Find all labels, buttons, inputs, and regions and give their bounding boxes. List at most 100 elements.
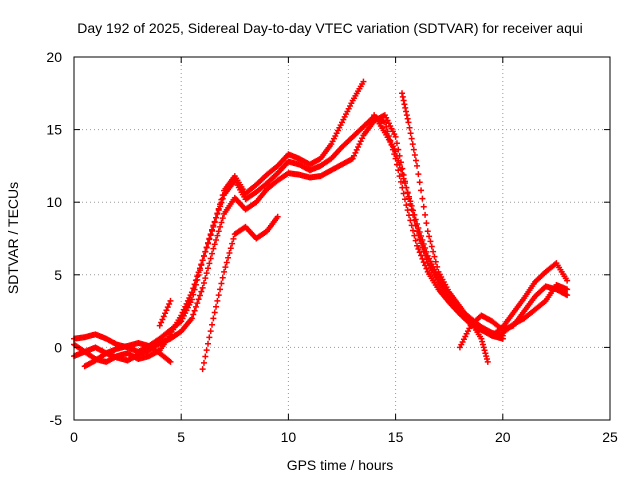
data-point-interp — [407, 198, 414, 205]
data-point — [156, 322, 163, 329]
data-point-interp — [396, 161, 403, 168]
data-point-interp — [207, 328, 214, 335]
data-point-interp — [211, 241, 218, 248]
y-tick-label: -5 — [50, 412, 63, 428]
data-point — [403, 184, 410, 191]
data-point-interp — [415, 171, 422, 178]
data-point-interp — [401, 101, 408, 108]
data-point-interp — [214, 297, 221, 304]
data-point-interp — [194, 300, 201, 307]
data-point-interp — [399, 93, 406, 100]
data-point-interp — [206, 236, 213, 243]
data-point — [414, 220, 421, 227]
data-point-interp — [416, 228, 423, 235]
data-point-interp — [195, 296, 202, 303]
data-point — [399, 90, 406, 97]
data-point-interp — [214, 232, 221, 239]
data-point-interp — [230, 235, 237, 242]
data-point-interp — [401, 180, 408, 187]
data-point-interp — [200, 359, 207, 366]
data-point-interp — [415, 224, 422, 231]
data-point — [392, 133, 399, 140]
data-point — [499, 335, 506, 342]
data-point-interp — [209, 321, 216, 328]
data-point — [360, 78, 367, 85]
data-point-interp — [412, 157, 419, 164]
data-point-interp — [403, 112, 410, 119]
data-point — [199, 284, 206, 291]
data-point-interp — [422, 244, 429, 251]
data-point-interp — [420, 203, 427, 210]
data-point-interp — [411, 152, 418, 159]
data-point-interp — [418, 187, 425, 194]
data-point-interp — [203, 347, 210, 354]
data-point — [188, 315, 195, 322]
x-tick-label: 25 — [602, 429, 618, 445]
data-point — [210, 223, 217, 230]
data-point — [414, 242, 421, 249]
data-point-interp — [209, 228, 216, 235]
data-point-interp — [191, 281, 198, 288]
data-point-interp — [422, 211, 429, 218]
data-point-interp — [402, 104, 409, 111]
data-point-interp — [196, 265, 203, 272]
data-point-interp — [218, 196, 225, 203]
data-point-interp — [226, 250, 233, 257]
series-track-3 — [71, 78, 367, 365]
data-point-interp — [222, 264, 229, 271]
data-point-interp — [404, 115, 411, 122]
series-track-7 — [371, 112, 506, 342]
data-point-interp — [213, 236, 220, 243]
data-point-interp — [426, 233, 433, 240]
y-tick-label: 10 — [46, 194, 62, 210]
data-point-interp — [192, 277, 199, 284]
data-point-interp — [419, 195, 426, 202]
x-tick-label: 0 — [70, 429, 78, 445]
data-point-interp — [203, 244, 210, 251]
data-point-interp — [200, 279, 207, 286]
data-point-interp — [202, 353, 209, 360]
data-point-interp — [428, 243, 435, 250]
data-point — [221, 268, 228, 275]
data-point-interp — [214, 210, 221, 217]
data-point-interp — [431, 253, 438, 260]
data-point-interp — [196, 292, 203, 299]
series-track-6 — [199, 213, 281, 373]
data-point-interp — [397, 166, 404, 173]
series-track-5 — [156, 297, 174, 329]
data-point-interp — [416, 179, 423, 186]
data-point-interp — [158, 319, 165, 326]
data-point-interp — [202, 275, 209, 282]
data-point-interp — [400, 175, 407, 182]
y-axis-label: SDTVAR / TECUs — [5, 182, 21, 294]
data-point-interp — [383, 123, 390, 130]
data-point-interp — [205, 340, 211, 347]
data-point-interp — [160, 313, 167, 320]
data-point-interp — [223, 259, 230, 266]
data-point — [403, 202, 410, 209]
data-layer — [71, 78, 571, 373]
data-point-interp — [406, 124, 413, 131]
data-point-interp — [434, 263, 441, 270]
data-point — [167, 297, 174, 304]
data-point-interp — [219, 274, 226, 281]
data-point-interp — [393, 152, 400, 159]
data-point-interp — [209, 250, 216, 257]
data-point-interp — [482, 350, 489, 357]
data-point-interp — [408, 202, 415, 209]
data-point-interp — [430, 248, 437, 255]
data-point-interp — [200, 253, 207, 260]
data-point-interp — [481, 347, 488, 354]
series-track-8 — [399, 90, 491, 365]
data-point-interp — [357, 138, 364, 145]
data-point-interp — [205, 240, 211, 247]
data-point — [188, 289, 195, 296]
data-point-interp — [206, 260, 213, 267]
data-point-interp — [423, 248, 430, 255]
data-point-interp — [483, 353, 490, 360]
data-point-interp — [355, 144, 362, 151]
x-tick-label: 15 — [388, 429, 404, 445]
data-point-interp — [393, 140, 400, 147]
data-point-interp — [400, 97, 407, 104]
data-point — [199, 257, 206, 264]
